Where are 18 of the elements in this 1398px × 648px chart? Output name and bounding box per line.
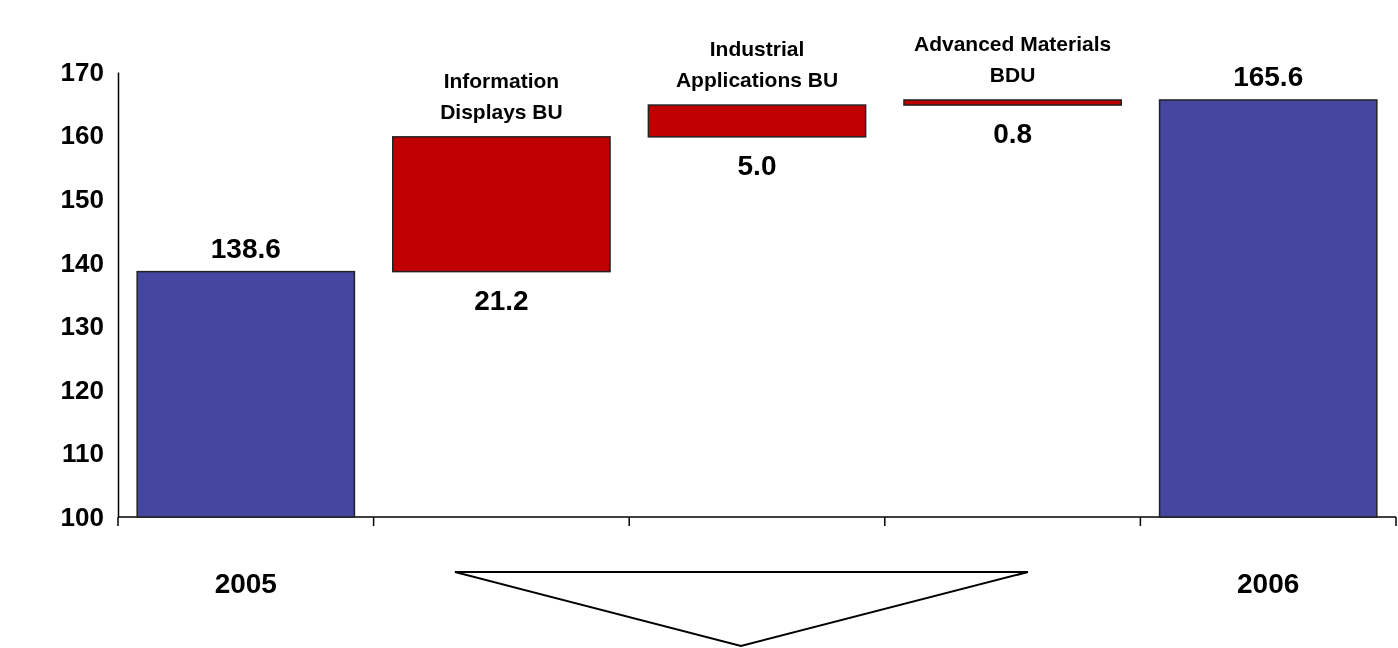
- x-tick-label: Industrial Applications BU: [675, 37, 839, 92]
- y-tick-label: 120: [60, 374, 104, 405]
- y-tick-label: 110: [62, 438, 104, 469]
- x-tick-label: 2005: [214, 568, 277, 599]
- y-tick-label: 150: [60, 183, 104, 214]
- y-tick-label: 130: [60, 311, 104, 342]
- y-tick-label: 170: [60, 56, 104, 87]
- data-label: 165.6: [1233, 60, 1304, 92]
- x-tick-label: 2006: [1237, 568, 1300, 599]
- data-label: 0.8: [993, 118, 1033, 150]
- data-label: 138.6: [210, 232, 281, 264]
- x-tick-label: Information Displays BU: [440, 68, 563, 123]
- y-tick-label: 160: [60, 120, 104, 151]
- x-tick-label: Advanced Materials BDU: [913, 31, 1112, 86]
- data-label: 21.2: [474, 284, 529, 316]
- y-tick-label: 100: [60, 501, 104, 532]
- y-tick-label: 140: [60, 247, 104, 278]
- data-label: 5.0: [737, 149, 777, 181]
